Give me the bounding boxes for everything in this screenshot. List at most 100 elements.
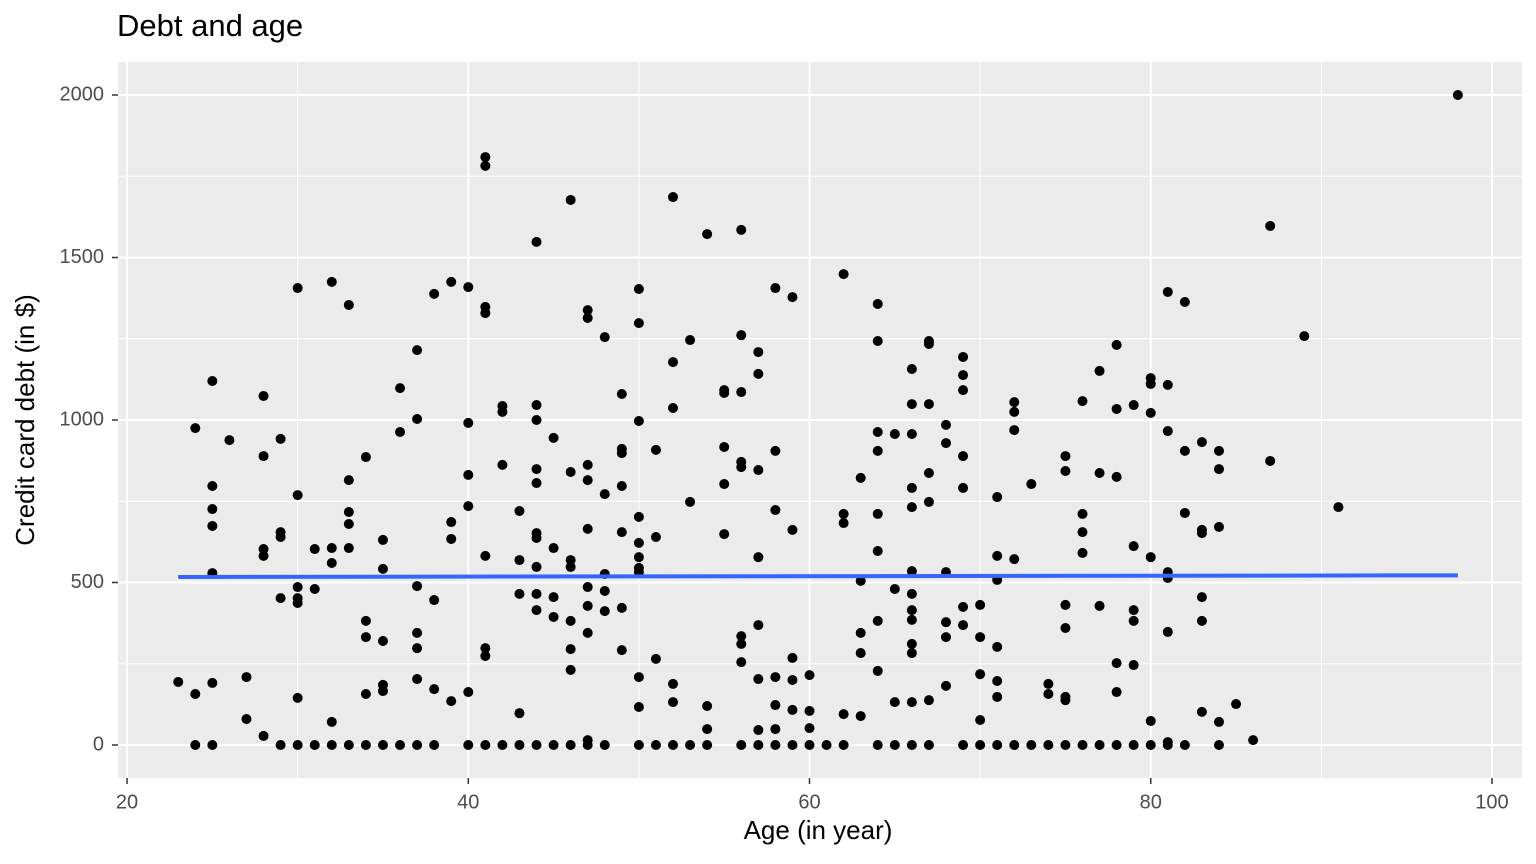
point	[1162, 426, 1173, 437]
point	[446, 696, 457, 707]
point	[497, 406, 508, 417]
point	[429, 288, 440, 299]
point	[975, 669, 986, 680]
point	[702, 724, 713, 735]
point	[207, 504, 218, 515]
point	[309, 740, 320, 751]
point	[855, 648, 866, 659]
y-tick-label: 1000	[60, 408, 105, 430]
point	[668, 192, 679, 203]
point	[787, 292, 798, 303]
point	[1196, 437, 1207, 448]
point	[650, 653, 661, 664]
point	[855, 472, 866, 483]
point	[377, 636, 388, 647]
point	[412, 581, 423, 592]
point	[343, 543, 354, 554]
point	[906, 363, 917, 374]
point	[275, 740, 286, 751]
point	[770, 283, 781, 294]
point	[429, 595, 440, 606]
point	[958, 370, 969, 381]
point	[292, 692, 303, 703]
point	[207, 480, 218, 491]
point	[975, 632, 986, 643]
point	[309, 544, 320, 555]
point	[872, 445, 883, 456]
point	[770, 672, 781, 683]
point	[906, 740, 917, 751]
point	[719, 479, 730, 490]
point	[770, 724, 781, 735]
point	[548, 740, 559, 751]
point	[633, 318, 644, 329]
point	[753, 347, 764, 358]
point	[702, 740, 713, 751]
point	[1009, 425, 1020, 436]
point	[685, 496, 696, 507]
point	[463, 282, 474, 293]
point	[463, 687, 474, 698]
point	[753, 368, 764, 379]
point	[753, 552, 764, 563]
point	[412, 345, 423, 356]
point	[650, 532, 661, 543]
point	[1265, 455, 1276, 466]
point	[923, 338, 934, 349]
point	[1094, 740, 1105, 751]
point	[702, 701, 713, 712]
point	[668, 697, 679, 708]
point	[207, 375, 218, 386]
point	[1213, 521, 1224, 532]
point	[787, 740, 798, 751]
point	[412, 627, 423, 638]
point	[1111, 339, 1122, 350]
point	[1009, 406, 1020, 417]
point	[906, 482, 917, 493]
point	[958, 385, 969, 396]
point	[616, 527, 627, 538]
y-tick-label: 2000	[60, 83, 105, 105]
point	[616, 602, 627, 613]
point	[616, 448, 627, 459]
point	[1026, 740, 1037, 751]
point	[190, 423, 201, 434]
point	[753, 725, 764, 736]
point	[1077, 508, 1088, 519]
point	[343, 740, 354, 751]
point	[992, 691, 1003, 702]
point	[207, 520, 218, 531]
point	[838, 518, 849, 529]
point	[480, 152, 491, 163]
point	[923, 740, 934, 751]
point	[1248, 735, 1259, 746]
point	[565, 644, 576, 655]
point	[736, 387, 747, 398]
point	[906, 428, 917, 439]
point	[343, 506, 354, 517]
point	[599, 332, 610, 343]
point	[275, 593, 286, 604]
point	[958, 351, 969, 362]
point	[565, 194, 576, 205]
point	[616, 645, 627, 656]
point	[1299, 331, 1310, 342]
point	[292, 582, 303, 593]
point	[412, 414, 423, 425]
point	[958, 740, 969, 751]
point	[395, 740, 406, 751]
point	[241, 714, 252, 725]
point	[412, 740, 423, 751]
point	[360, 688, 371, 699]
point	[582, 523, 593, 534]
point	[906, 697, 917, 708]
point	[258, 730, 269, 741]
point	[599, 489, 610, 500]
point	[1213, 716, 1224, 727]
point	[719, 441, 730, 452]
point	[1077, 396, 1088, 407]
point	[770, 740, 781, 751]
point	[326, 740, 337, 751]
